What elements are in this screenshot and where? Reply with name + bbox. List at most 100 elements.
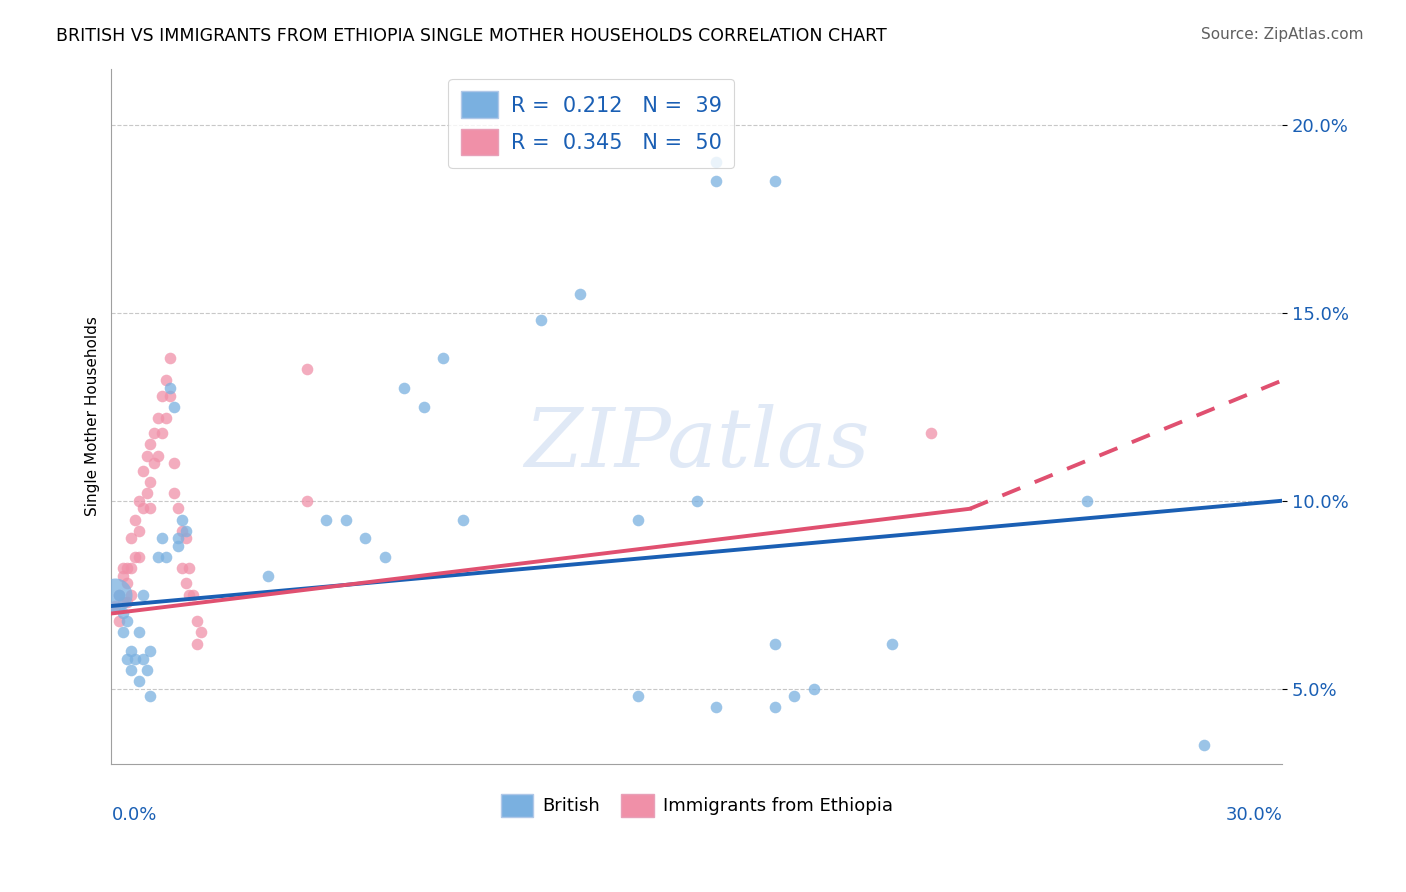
Point — [179, 588, 201, 602]
Point — [170, 512, 193, 526]
Point — [150, 388, 173, 402]
Point — [174, 531, 197, 545]
Point — [112, 625, 135, 640]
Point — [392, 381, 415, 395]
Point — [627, 689, 650, 703]
Point — [179, 561, 201, 575]
Point — [135, 486, 157, 500]
Point — [115, 576, 138, 591]
Text: BRITISH VS IMMIGRANTS FROM ETHIOPIA SINGLE MOTHER HOUSEHOLDS CORRELATION CHART: BRITISH VS IMMIGRANTS FROM ETHIOPIA SING… — [56, 27, 887, 45]
Point — [139, 501, 162, 516]
Point — [186, 636, 208, 650]
Point — [128, 550, 150, 565]
Point — [131, 588, 153, 602]
Point — [163, 456, 186, 470]
Point — [568, 287, 591, 301]
Point — [315, 512, 337, 526]
Point — [139, 475, 162, 489]
Point — [150, 531, 173, 545]
Point — [124, 512, 146, 526]
Point — [112, 561, 135, 575]
Point — [159, 351, 181, 365]
Point — [166, 531, 188, 545]
Point — [112, 595, 135, 609]
Point — [170, 524, 193, 538]
Text: Source: ZipAtlas.com: Source: ZipAtlas.com — [1201, 27, 1364, 42]
Point — [256, 569, 278, 583]
Point — [166, 539, 188, 553]
Point — [150, 426, 173, 441]
Point — [124, 550, 146, 565]
Point — [115, 651, 138, 665]
Point — [120, 644, 142, 658]
Point — [104, 588, 127, 602]
Point — [139, 689, 162, 703]
Point — [704, 155, 727, 169]
Point — [148, 449, 170, 463]
Point — [163, 400, 186, 414]
Point — [451, 512, 474, 526]
Point — [686, 493, 709, 508]
Point — [412, 400, 434, 414]
Text: 0.0%: 0.0% — [111, 805, 157, 823]
Point — [783, 689, 806, 703]
Point — [108, 614, 131, 628]
Point — [763, 174, 786, 188]
Point — [627, 512, 650, 526]
Point — [143, 426, 166, 441]
Legend: British, Immigrants from Ethiopia: British, Immigrants from Ethiopia — [494, 787, 900, 824]
Text: ZIPatlas: ZIPatlas — [524, 404, 869, 484]
Point — [139, 644, 162, 658]
Point — [174, 576, 197, 591]
Point — [143, 456, 166, 470]
Point — [131, 651, 153, 665]
Point — [530, 313, 553, 327]
Point — [295, 362, 318, 376]
Point — [190, 625, 212, 640]
Point — [128, 493, 150, 508]
Point — [374, 550, 396, 565]
Point — [135, 663, 157, 677]
Point — [120, 663, 142, 677]
Point — [155, 411, 177, 425]
Point — [139, 437, 162, 451]
Point — [115, 614, 138, 628]
Point — [115, 561, 138, 575]
Point — [166, 501, 188, 516]
Point — [159, 388, 181, 402]
Point — [131, 464, 153, 478]
Point — [128, 524, 150, 538]
Point — [920, 426, 942, 441]
Y-axis label: Single Mother Households: Single Mother Households — [86, 317, 100, 516]
Point — [803, 681, 825, 696]
Point — [104, 599, 127, 613]
Point — [163, 486, 186, 500]
Point — [174, 524, 197, 538]
Point — [432, 351, 454, 365]
Point — [112, 569, 135, 583]
Point — [124, 651, 146, 665]
Point — [148, 411, 170, 425]
Point — [295, 493, 318, 508]
Text: 30.0%: 30.0% — [1225, 805, 1282, 823]
Point — [155, 550, 177, 565]
Point — [155, 374, 177, 388]
Point — [131, 501, 153, 516]
Point — [120, 531, 142, 545]
Point — [108, 588, 131, 602]
Point — [108, 588, 131, 602]
Point — [135, 449, 157, 463]
Point — [183, 588, 205, 602]
Point — [159, 381, 181, 395]
Point — [354, 531, 377, 545]
Point — [704, 174, 727, 188]
Point — [170, 561, 193, 575]
Point — [704, 700, 727, 714]
Point — [1192, 738, 1215, 752]
Point — [112, 607, 135, 621]
Point — [186, 614, 208, 628]
Point — [115, 595, 138, 609]
Point — [335, 512, 357, 526]
Point — [120, 561, 142, 575]
Point — [763, 700, 786, 714]
